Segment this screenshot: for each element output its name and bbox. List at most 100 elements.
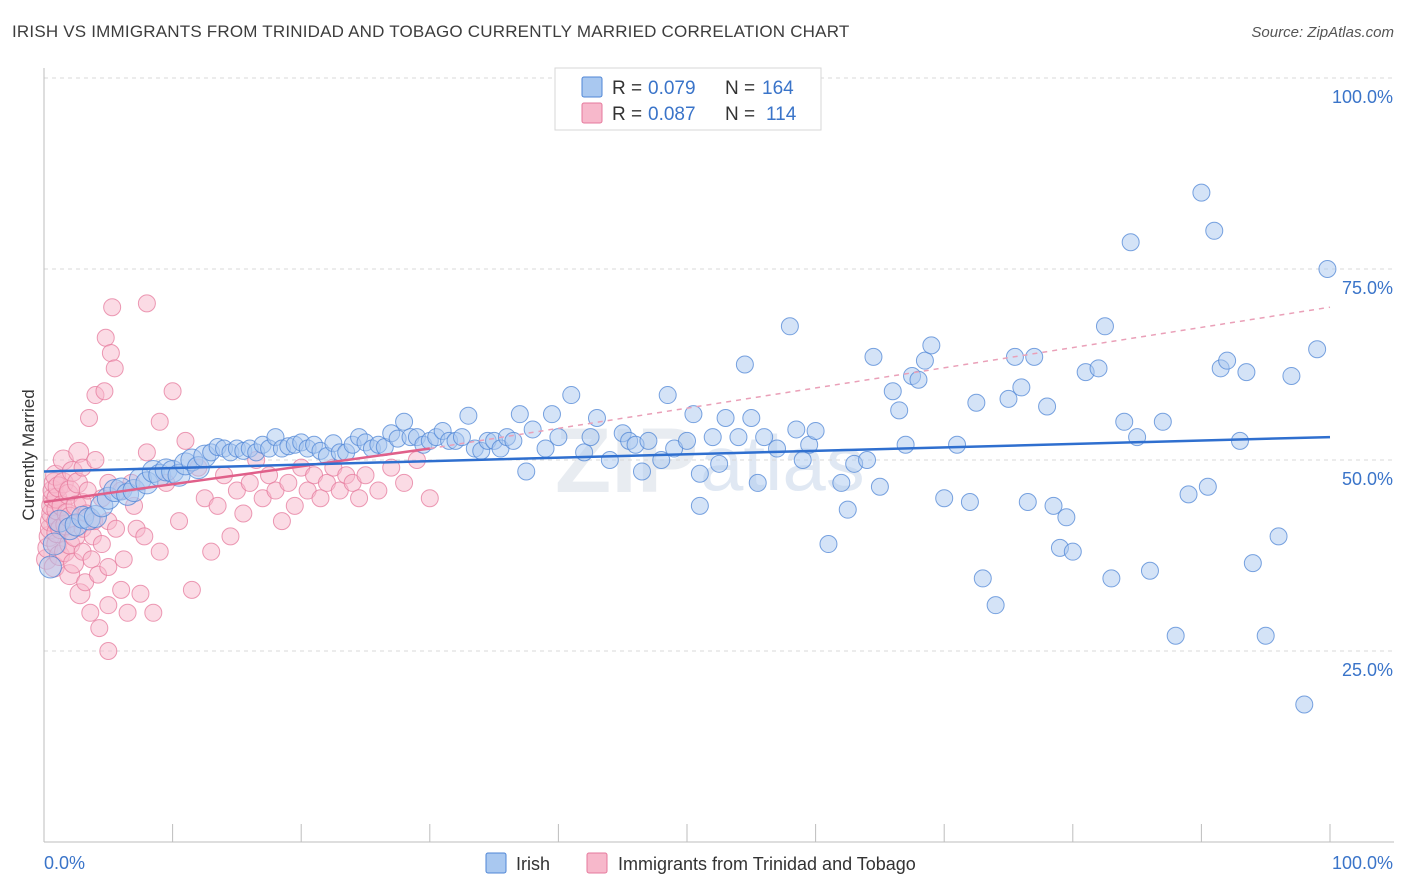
- data-point: [1205, 221, 1224, 240]
- data-point: [1198, 477, 1217, 496]
- data-point: [1282, 366, 1301, 385]
- data-point: [1295, 695, 1314, 714]
- data-point: [832, 473, 851, 492]
- data-point: [890, 401, 909, 420]
- data-point: [311, 489, 330, 508]
- data-point: [202, 542, 221, 561]
- data-point: [131, 584, 150, 603]
- data-point: [137, 443, 156, 462]
- x-tick-label-max: 100.0%: [1332, 853, 1393, 873]
- data-point: [135, 527, 154, 546]
- x-ticks: [43, 824, 1331, 842]
- data-point: [690, 464, 709, 483]
- source-prefix: Source:: [1251, 24, 1304, 41]
- data-point: [1095, 317, 1114, 336]
- data-point: [922, 336, 941, 355]
- data-point: [234, 504, 253, 523]
- y-tick-label: 75.0%: [1342, 278, 1393, 298]
- data-point: [864, 347, 883, 366]
- data-point: [114, 550, 133, 569]
- series-irish-points: [38, 183, 1337, 714]
- data-point: [1025, 347, 1044, 366]
- data-point: [858, 451, 877, 469]
- data-point: [870, 477, 889, 496]
- data-point: [1121, 233, 1140, 252]
- x-tick-label-min: 0.0%: [44, 853, 85, 873]
- data-point: [542, 405, 561, 424]
- data-point: [395, 412, 414, 431]
- data-point: [86, 451, 105, 469]
- data-point: [1038, 397, 1057, 416]
- data-point: [690, 496, 709, 515]
- data-point: [144, 603, 163, 622]
- data-point: [137, 294, 156, 313]
- data-point: [90, 619, 109, 638]
- data-point: [208, 496, 227, 515]
- data-point: [915, 351, 934, 370]
- data-point: [1140, 561, 1159, 580]
- data-point: [967, 393, 986, 412]
- data-point: [1308, 340, 1327, 359]
- data-point: [99, 642, 118, 660]
- trend-line-trinidad: [43, 447, 430, 504]
- data-point: [182, 580, 201, 599]
- legend-swatch-irish: [485, 852, 507, 874]
- data-point: [787, 420, 806, 439]
- data-point: [99, 557, 118, 576]
- data-point: [1192, 183, 1211, 202]
- data-point: [105, 359, 124, 378]
- stats-box: R = 0.079 N = 164 R = 0.087 N = 114: [554, 67, 822, 131]
- data-point: [101, 344, 120, 363]
- data-point: [703, 428, 722, 447]
- data-point: [1318, 260, 1337, 278]
- data-point: [1044, 496, 1063, 515]
- stats-n-label-trinidad: N =: [725, 104, 755, 125]
- trend-line-irish: [43, 435, 1331, 473]
- data-point: [581, 428, 600, 447]
- data-point: [459, 406, 478, 425]
- data-point: [356, 466, 375, 485]
- data-point: [112, 580, 131, 599]
- stats-n-value-irish: 164: [762, 78, 794, 99]
- data-point: [973, 569, 992, 588]
- data-point: [806, 421, 825, 440]
- data-point: [896, 435, 915, 454]
- legend-label-irish: Irish: [516, 854, 550, 874]
- data-point: [562, 386, 581, 405]
- y-axis-title: Currently Married: [19, 389, 38, 520]
- data-point: [240, 473, 259, 492]
- data-point: [883, 382, 902, 401]
- data-point: [716, 408, 735, 427]
- source-label: Source: ZipAtlas.com: [1251, 24, 1394, 41]
- data-point: [1243, 554, 1262, 573]
- data-point: [780, 317, 799, 336]
- data-point: [407, 451, 426, 469]
- data-point: [768, 439, 787, 458]
- data-point: [369, 481, 388, 500]
- data-point: [748, 473, 767, 492]
- data-point: [1102, 569, 1121, 588]
- data-point: [1063, 542, 1082, 561]
- series-trinidad-points: [36, 294, 439, 660]
- stats-r-label-irish: R =: [612, 78, 642, 99]
- data-point: [639, 431, 658, 450]
- data-point: [452, 428, 471, 447]
- data-point: [279, 473, 298, 492]
- stats-r-value-trinidad: 0.087: [648, 104, 696, 125]
- data-point: [99, 596, 118, 615]
- data-point: [735, 355, 754, 374]
- data-point: [1237, 363, 1256, 382]
- data-point: [350, 489, 369, 508]
- source-value: ZipAtlas.com: [1307, 24, 1394, 41]
- data-point: [684, 405, 703, 424]
- data-point: [658, 386, 677, 405]
- data-point: [632, 462, 651, 481]
- data-point: [395, 473, 414, 492]
- data-point: [1115, 412, 1134, 431]
- data-point: [960, 493, 979, 512]
- stats-r-label-trinidad: R =: [612, 104, 642, 125]
- data-point: [150, 412, 169, 431]
- data-point: [523, 420, 542, 439]
- legend: Irish Immigrants from Trinidad and Tobag…: [485, 852, 916, 874]
